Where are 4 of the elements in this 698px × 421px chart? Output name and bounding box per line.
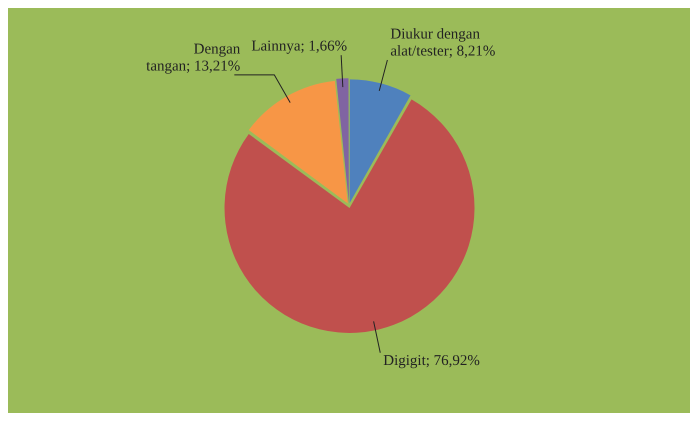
slice-label: Diukur dengan alat/tester; 8,21% (390, 26, 496, 60)
slice-label: Dengan tangan; 13,21% (146, 41, 241, 74)
slice-label: Digigit; 76,92% (383, 353, 480, 370)
slice-label: Lainnya; 1,66% (251, 38, 348, 55)
